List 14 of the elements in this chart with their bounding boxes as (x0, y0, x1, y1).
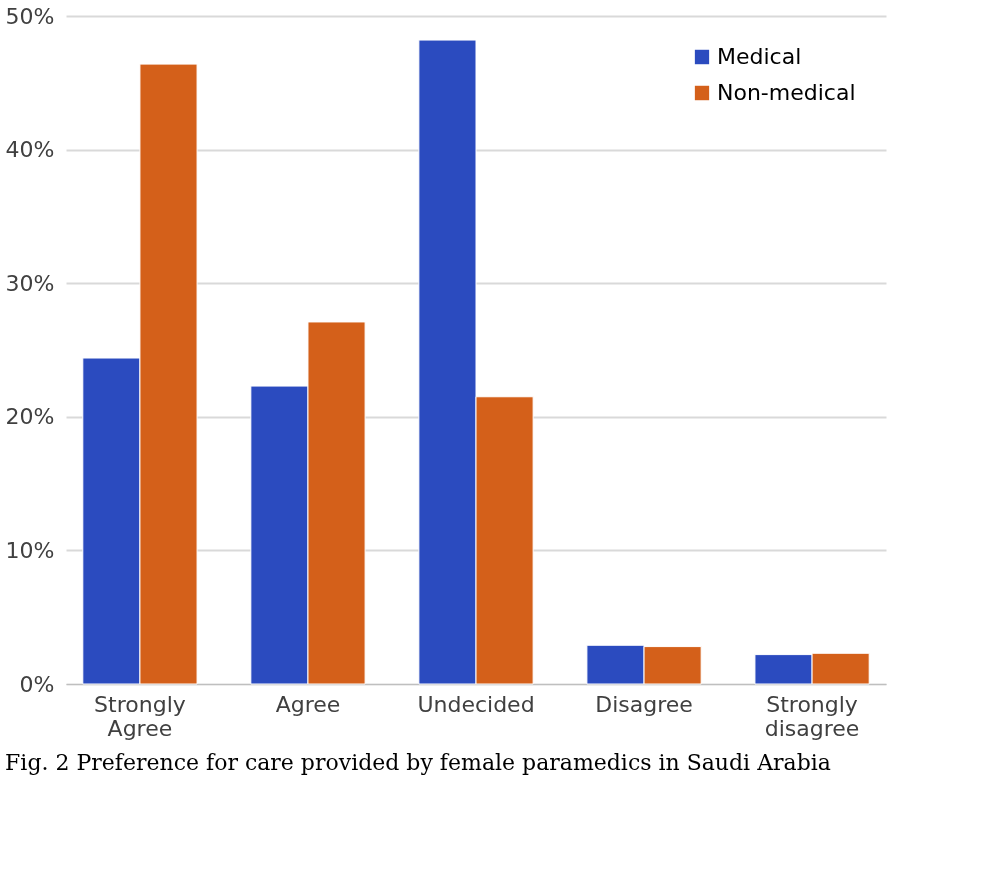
legend-label: Medical (717, 44, 802, 69)
y-tick-label: 40% (5, 137, 55, 163)
y-tick-label: 20% (5, 404, 55, 430)
y-tick-label: 10% (5, 537, 55, 563)
legend-label: Non-medical (717, 80, 856, 105)
x-tick-label: Undecided (417, 691, 535, 717)
y-tick-label: 30% (5, 270, 55, 296)
y-tick-label: 0% (19, 671, 55, 697)
y-tick-label: 50% (5, 3, 55, 29)
x-tick-label: Agree (275, 691, 341, 717)
x-tick-label: Strongly Agree (94, 691, 186, 741)
x-tick-label: Disagree (595, 691, 693, 717)
caption: Fig. 2 Preference for care provided by female paramedics in Saudi Arabia (5, 750, 831, 775)
x-tick-label: Strongly disagree (764, 691, 860, 741)
